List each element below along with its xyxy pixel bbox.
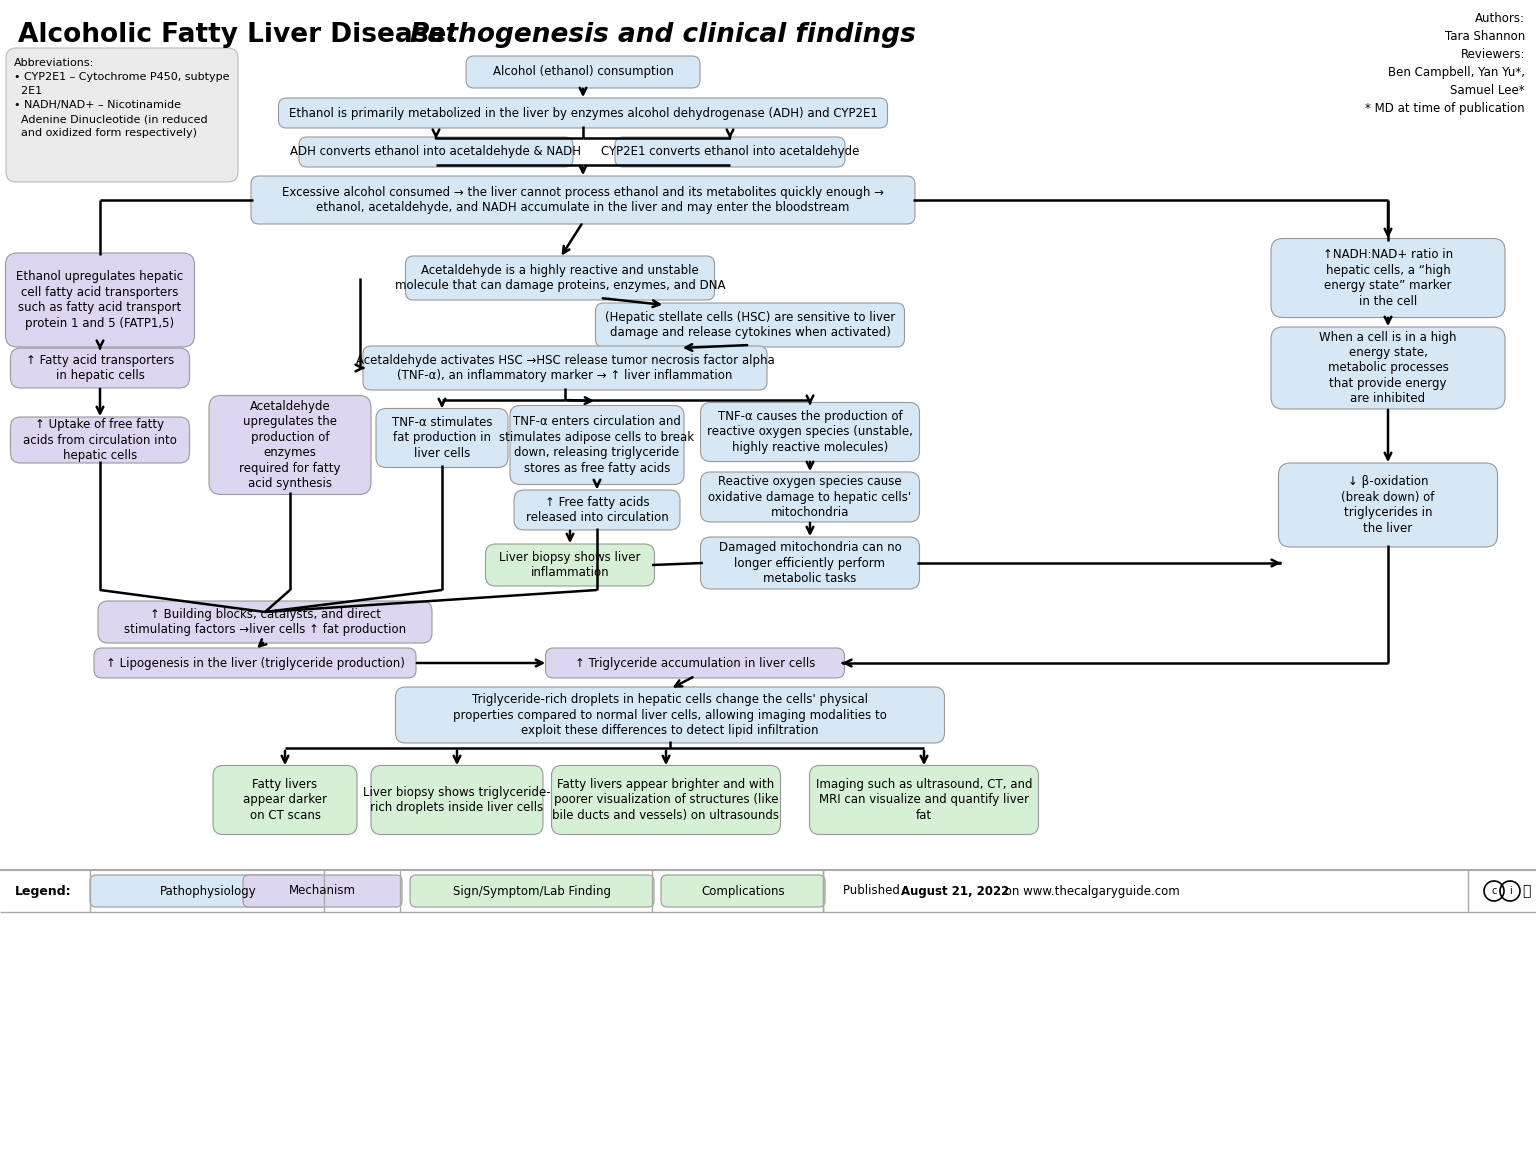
Text: ↑ Fatty acid transporters
in hepatic cells: ↑ Fatty acid transporters in hepatic cel… bbox=[26, 354, 174, 382]
Text: ↑NADH:NAD+ ratio in
hepatic cells, a “high
energy state” marker
in the cell: ↑NADH:NAD+ ratio in hepatic cells, a “hi… bbox=[1322, 248, 1453, 308]
Text: i: i bbox=[1508, 886, 1511, 897]
Text: Alcohol (ethanol) consumption: Alcohol (ethanol) consumption bbox=[493, 66, 673, 79]
Text: Mechanism: Mechanism bbox=[289, 885, 356, 898]
FancyBboxPatch shape bbox=[278, 98, 888, 128]
Text: Acetaldehyde activates HSC →HSC release tumor necrosis factor alpha
(TNF-α), an : Acetaldehyde activates HSC →HSC release … bbox=[356, 354, 774, 382]
FancyBboxPatch shape bbox=[551, 765, 780, 834]
FancyBboxPatch shape bbox=[700, 472, 920, 522]
Text: on www.thecalgaryguide.com: on www.thecalgaryguide.com bbox=[1001, 885, 1180, 898]
Text: TNF-α causes the production of
reactive oxygen species (unstable,
highly reactiv: TNF-α causes the production of reactive … bbox=[707, 410, 912, 454]
Text: Complications: Complications bbox=[702, 885, 785, 898]
Text: Alcoholic Fatty Liver Disease:: Alcoholic Fatty Liver Disease: bbox=[18, 22, 465, 48]
Text: Acetaldehyde is a highly reactive and unstable
molecule that can damage proteins: Acetaldehyde is a highly reactive and un… bbox=[395, 263, 725, 293]
FancyBboxPatch shape bbox=[809, 765, 1038, 834]
FancyBboxPatch shape bbox=[1270, 327, 1505, 409]
Text: CYP2E1 converts ethanol into acetaldehyde: CYP2E1 converts ethanol into acetaldehyd… bbox=[601, 146, 859, 159]
Text: ↑ Building blocks, catalysts, and direct
stimulating factors →liver cells ↑ fat : ↑ Building blocks, catalysts, and direct… bbox=[124, 607, 406, 636]
FancyBboxPatch shape bbox=[660, 875, 825, 907]
Text: Damaged mitochondria can no
longer efficiently perform
metabolic tasks: Damaged mitochondria can no longer effic… bbox=[719, 540, 902, 585]
FancyBboxPatch shape bbox=[596, 303, 905, 347]
FancyBboxPatch shape bbox=[510, 405, 684, 484]
Text: Triglyceride-rich droplets in hepatic cells change the cells' physical
propertie: Triglyceride-rich droplets in hepatic ce… bbox=[453, 693, 886, 737]
Text: Fatty livers appear brighter and with
poorer visualization of structures (like
b: Fatty livers appear brighter and with po… bbox=[553, 778, 779, 822]
Text: August 21, 2022: August 21, 2022 bbox=[902, 885, 1009, 898]
Text: Legend:: Legend: bbox=[15, 885, 72, 898]
Text: Ⓝ: Ⓝ bbox=[1522, 884, 1530, 898]
FancyBboxPatch shape bbox=[6, 48, 238, 182]
FancyBboxPatch shape bbox=[614, 137, 845, 167]
Text: Ethanol is primarily metabolized in the liver by enzymes alcohol dehydrogenase (: Ethanol is primarily metabolized in the … bbox=[289, 107, 877, 120]
FancyBboxPatch shape bbox=[700, 403, 920, 462]
Text: Pathophysiology: Pathophysiology bbox=[160, 885, 257, 898]
Text: Sign/Symptom/Lab Finding: Sign/Symptom/Lab Finding bbox=[453, 885, 611, 898]
Text: Published: Published bbox=[843, 885, 903, 898]
FancyBboxPatch shape bbox=[250, 176, 915, 224]
Text: ↑ Uptake of free fatty
acids from circulation into
hepatic cells: ↑ Uptake of free fatty acids from circul… bbox=[23, 418, 177, 462]
Text: Fatty livers
appear darker
on CT scans: Fatty livers appear darker on CT scans bbox=[243, 778, 327, 822]
FancyBboxPatch shape bbox=[98, 600, 432, 643]
FancyBboxPatch shape bbox=[515, 490, 680, 530]
Text: Excessive alcohol consumed → the liver cannot process ethanol and its metabolite: Excessive alcohol consumed → the liver c… bbox=[283, 186, 885, 214]
FancyBboxPatch shape bbox=[11, 348, 189, 388]
FancyBboxPatch shape bbox=[209, 396, 372, 495]
Text: Acetaldehyde
upregulates the
production of
enzymes
required for fatty
acid synth: Acetaldehyde upregulates the production … bbox=[240, 400, 341, 490]
FancyBboxPatch shape bbox=[395, 687, 945, 743]
FancyBboxPatch shape bbox=[376, 409, 508, 468]
Text: c: c bbox=[1491, 886, 1496, 897]
FancyBboxPatch shape bbox=[11, 417, 189, 463]
FancyBboxPatch shape bbox=[300, 137, 573, 167]
FancyBboxPatch shape bbox=[485, 544, 654, 586]
Text: Pathogenesis and clinical findings: Pathogenesis and clinical findings bbox=[410, 22, 915, 48]
Text: When a cell is in a high
energy state,
metabolic processes
that provide energy
a: When a cell is in a high energy state, m… bbox=[1319, 330, 1456, 405]
FancyBboxPatch shape bbox=[372, 765, 544, 834]
FancyBboxPatch shape bbox=[545, 647, 845, 678]
Text: Liver biopsy shows triglyceride-
rich droplets inside liver cells: Liver biopsy shows triglyceride- rich dr… bbox=[362, 786, 551, 814]
Text: ADH converts ethanol into acetaldehyde & NADH: ADH converts ethanol into acetaldehyde &… bbox=[290, 146, 582, 159]
FancyBboxPatch shape bbox=[6, 253, 195, 347]
FancyBboxPatch shape bbox=[410, 875, 654, 907]
FancyBboxPatch shape bbox=[1270, 239, 1505, 317]
Text: (Hepatic stellate cells (HSC) are sensitive to liver
damage and release cytokine: (Hepatic stellate cells (HSC) are sensit… bbox=[605, 310, 895, 340]
FancyBboxPatch shape bbox=[214, 765, 356, 834]
Text: ↓ β-oxidation
(break down) of
triglycerides in
the liver: ↓ β-oxidation (break down) of triglyceri… bbox=[1341, 475, 1435, 535]
Text: Ethanol upregulates hepatic
cell fatty acid transporters
such as fatty acid tran: Ethanol upregulates hepatic cell fatty a… bbox=[17, 270, 184, 330]
FancyBboxPatch shape bbox=[465, 56, 700, 88]
FancyBboxPatch shape bbox=[700, 537, 920, 589]
FancyBboxPatch shape bbox=[91, 875, 326, 907]
Text: TNF-α enters circulation and
stimulates adipose cells to break
down, releasing t: TNF-α enters circulation and stimulates … bbox=[499, 415, 694, 475]
Text: TNF-α stimulates
fat production in
liver cells: TNF-α stimulates fat production in liver… bbox=[392, 416, 492, 459]
Text: ↑ Free fatty acids
released into circulation: ↑ Free fatty acids released into circula… bbox=[525, 496, 668, 524]
Text: Authors:
Tara Shannon
Reviewers:
Ben Campbell, Yan Yu*,
Samuel Lee*
* MD at time: Authors: Tara Shannon Reviewers: Ben Cam… bbox=[1366, 12, 1525, 115]
FancyBboxPatch shape bbox=[94, 647, 416, 678]
Text: ↑ Lipogenesis in the liver (triglyceride production): ↑ Lipogenesis in the liver (triglyceride… bbox=[106, 657, 404, 670]
FancyBboxPatch shape bbox=[243, 875, 402, 907]
Text: Liver biopsy shows liver
inflammation: Liver biopsy shows liver inflammation bbox=[499, 551, 641, 579]
FancyBboxPatch shape bbox=[362, 345, 766, 390]
Text: Imaging such as ultrasound, CT, and
MRI can visualize and quantify liver
fat: Imaging such as ultrasound, CT, and MRI … bbox=[816, 778, 1032, 822]
FancyBboxPatch shape bbox=[0, 870, 1536, 912]
FancyBboxPatch shape bbox=[1278, 463, 1498, 548]
Text: ↑ Triglyceride accumulation in liver cells: ↑ Triglyceride accumulation in liver cel… bbox=[574, 657, 816, 670]
Text: Abbreviations:
• CYP2E1 – Cytochrome P450, subtype
  2E1
• NADH/NAD+ – Nicotinam: Abbreviations: • CYP2E1 – Cytochrome P45… bbox=[14, 58, 229, 137]
Text: Reactive oxygen species cause
oxidative damage to hepatic cells'
mitochondria: Reactive oxygen species cause oxidative … bbox=[708, 475, 911, 519]
FancyBboxPatch shape bbox=[406, 256, 714, 300]
